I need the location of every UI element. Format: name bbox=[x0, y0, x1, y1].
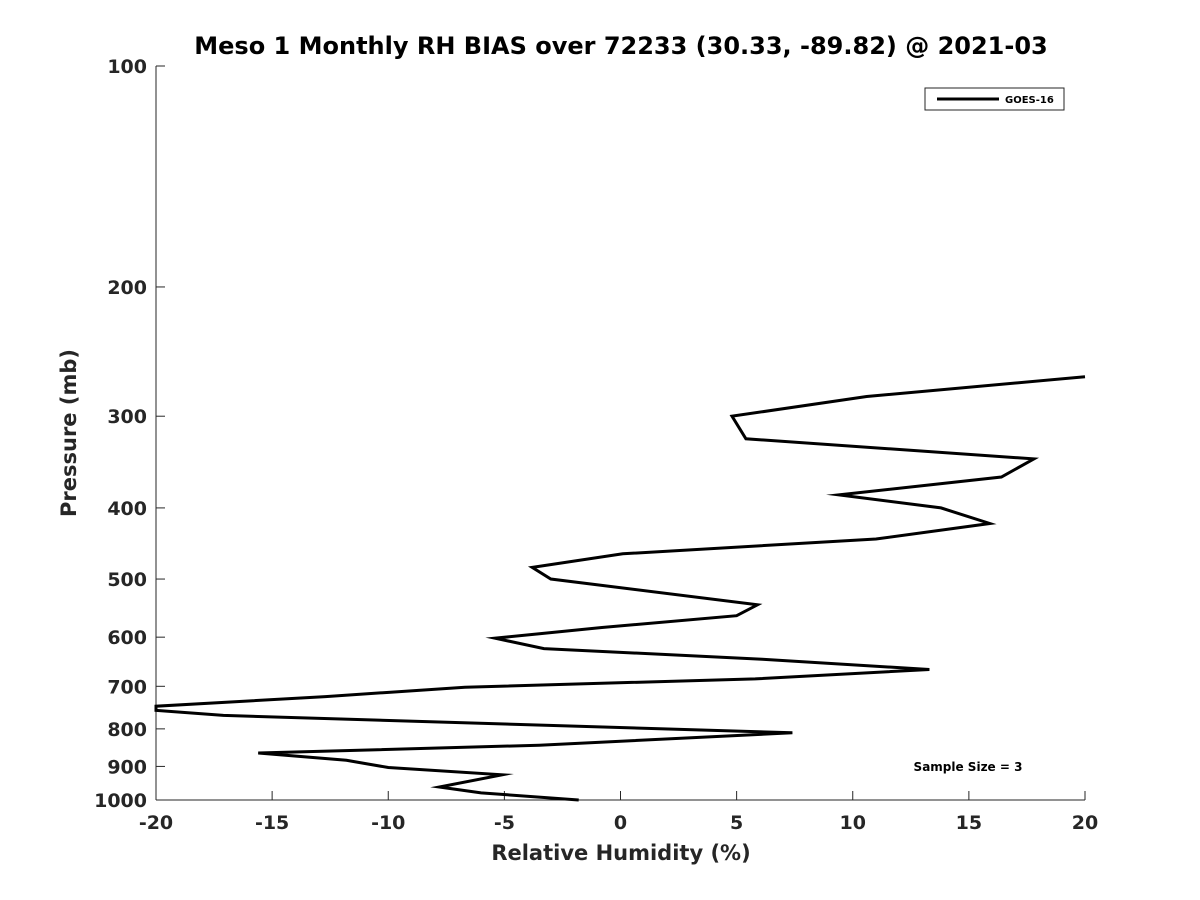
y-tick-label: 700 bbox=[107, 676, 147, 698]
y-tick-label: 400 bbox=[107, 498, 147, 520]
y-tick-label: 900 bbox=[107, 756, 147, 778]
y-axis-ticks: 100 200 300 400 500 600 700 800 900 1000 bbox=[94, 56, 165, 812]
x-tick-label: -5 bbox=[494, 812, 515, 834]
y-axis-label: Pressure (mb) bbox=[57, 349, 81, 517]
y-tick-label: 200 bbox=[107, 277, 147, 299]
chart-title: Meso 1 Monthly RH BIAS over 72233 (30.33… bbox=[194, 32, 1047, 60]
legend: GOES-16 bbox=[924, 87, 1065, 111]
x-tick-label: 20 bbox=[1072, 812, 1098, 834]
plot-area bbox=[155, 66, 1085, 801]
y-tick-label: 100 bbox=[107, 56, 147, 78]
y-tick-label: 800 bbox=[107, 719, 147, 741]
x-axis-label: Relative Humidity (%) bbox=[491, 841, 750, 865]
x-tick-label: -20 bbox=[139, 812, 173, 834]
x-tick-label: 10 bbox=[840, 812, 866, 834]
x-axis-ticks: -20 -15 -10 -5 0 5 10 15 20 bbox=[139, 791, 1098, 834]
series-line-goes-16 bbox=[154, 375, 1086, 802]
x-tick-label: -15 bbox=[255, 812, 289, 834]
series-layer bbox=[154, 375, 1086, 802]
y-tick-label: 1000 bbox=[94, 790, 147, 812]
x-tick-label: 0 bbox=[614, 812, 627, 834]
y-tick-label: 600 bbox=[107, 627, 147, 649]
legend-label-goes-16: GOES-16 bbox=[1005, 95, 1054, 106]
y-tick-label: 300 bbox=[107, 406, 147, 428]
sample-size-annotation: Sample Size = 3 bbox=[914, 760, 1023, 774]
x-tick-label: -10 bbox=[371, 812, 405, 834]
x-tick-label: 15 bbox=[956, 812, 982, 834]
y-tick-label: 500 bbox=[107, 569, 147, 591]
x-tick-label: 5 bbox=[730, 812, 743, 834]
